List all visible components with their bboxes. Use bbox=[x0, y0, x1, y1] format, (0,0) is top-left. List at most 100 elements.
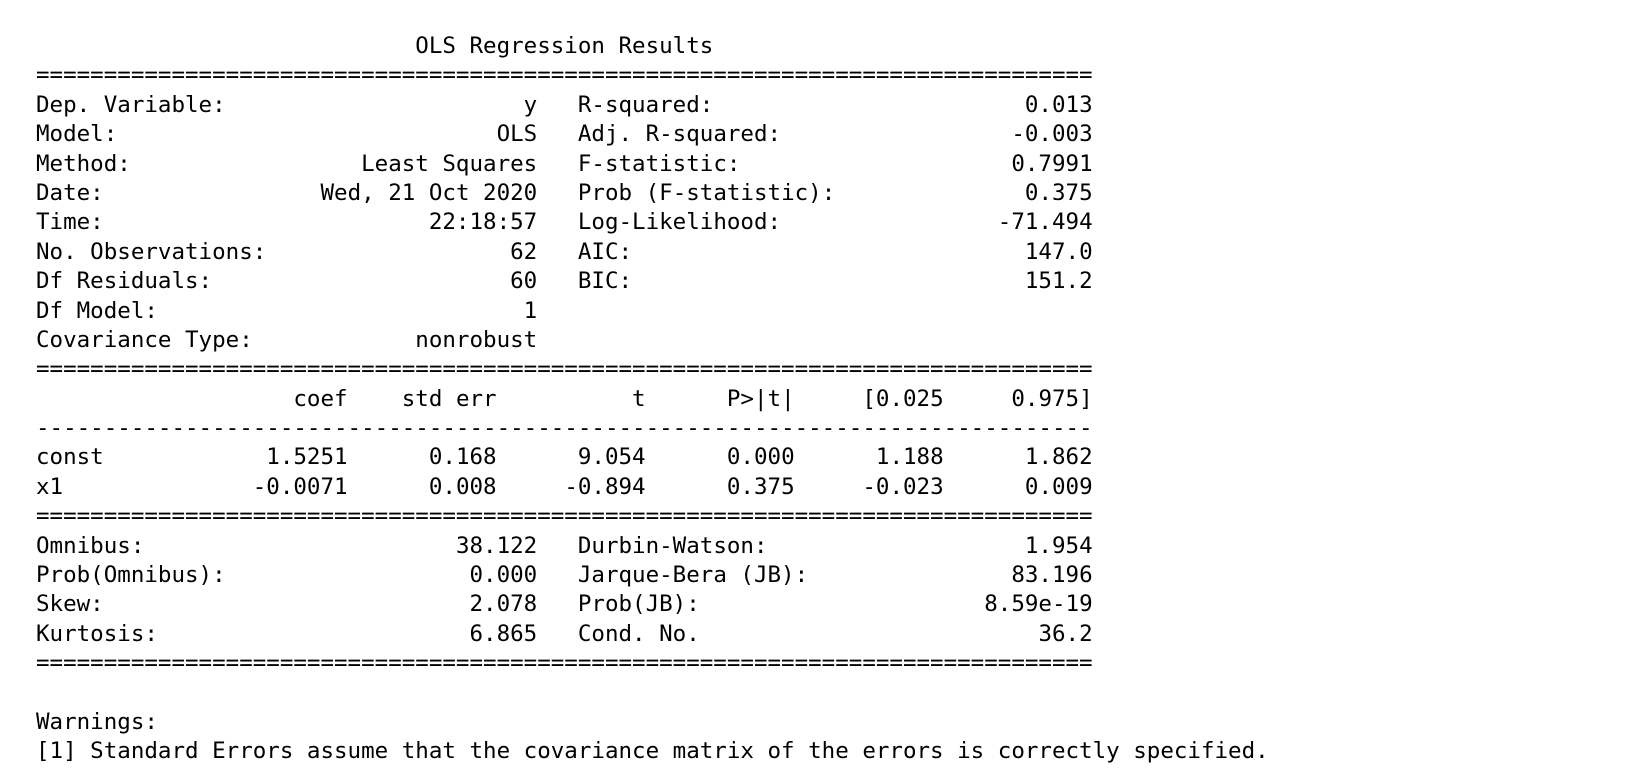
coef-row-value: 1.862 bbox=[943, 444, 1093, 471]
gap bbox=[537, 533, 578, 559]
coef-row-value: 0.000 bbox=[645, 444, 795, 471]
summary-left-value: nonrobust bbox=[415, 326, 538, 353]
coef-header-cell: coef bbox=[185, 385, 348, 412]
summary-row: Date: Wed, 21 Oct 2020 Prob (F-statistic… bbox=[36, 179, 1269, 208]
summary-right-value: 0.013 bbox=[1024, 91, 1093, 118]
coef-header-cell: std err bbox=[347, 385, 497, 412]
diagnostics-row: Omnibus: 38.122 Durbin-Watson: 1.954 bbox=[36, 532, 1269, 561]
coef-row-value: -0.894 bbox=[496, 473, 646, 500]
coef-row-value: 9.054 bbox=[496, 444, 646, 471]
summary-left-value: Least Squares bbox=[361, 150, 538, 177]
separator-double: ========================================… bbox=[36, 62, 1093, 89]
summary-right-label: Log-Likelihood: bbox=[577, 209, 998, 236]
coef-header-cell: 0.975] bbox=[943, 385, 1093, 412]
summary-row: Covariance Type: nonrobust bbox=[36, 326, 1269, 355]
summary-right-label: Adj. R-squared: bbox=[577, 121, 1012, 148]
diagnostics-right-value: 36.2 bbox=[1038, 620, 1093, 647]
summary-right-label: Prob (F-statistic): bbox=[577, 179, 1025, 206]
gap bbox=[537, 591, 578, 617]
coef-row-name: x1 bbox=[36, 473, 186, 500]
summary-left-label: Covariance Type: bbox=[36, 326, 416, 353]
separator-double: ========================================… bbox=[36, 650, 1093, 677]
coef-row-value: 0.375 bbox=[645, 473, 795, 500]
summary-row: Time: 22:18:57 Log-Likelihood: -71.494 bbox=[36, 208, 1269, 237]
summary-row: No. Observations: 62 AIC: 147.0 bbox=[36, 238, 1269, 267]
coef-row-name: const bbox=[36, 444, 186, 471]
diagnostics-left-label: Omnibus: bbox=[36, 532, 456, 559]
summary-right-value: -0.003 bbox=[1011, 121, 1093, 148]
warning-item: [1] Standard Errors assume that the cova… bbox=[36, 738, 1269, 765]
diagnostics-row: Prob(Omnibus): 0.000 Jarque-Bera (JB): 8… bbox=[36, 561, 1269, 590]
diagnostics-left-label: Prob(Omnibus): bbox=[36, 562, 470, 589]
diagnostics-right-value: 8.59e-19 bbox=[984, 591, 1093, 618]
coef-row-value: -0.0071 bbox=[185, 473, 348, 500]
coef-header-cell: P>|t| bbox=[645, 385, 795, 412]
gap bbox=[537, 239, 578, 265]
coef-header-cell bbox=[36, 386, 185, 412]
separator-single: ----------------------------------------… bbox=[36, 415, 1093, 442]
indent bbox=[36, 33, 415, 59]
summary-left-value: OLS bbox=[496, 121, 538, 148]
coef-row-value: 1.5251 bbox=[185, 444, 348, 471]
diagnostics-right-label: Jarque-Bera (JB): bbox=[577, 562, 1012, 589]
gap bbox=[537, 180, 578, 206]
diagnostics-left-label: Skew: bbox=[36, 591, 470, 618]
summary-right-value: 147.0 bbox=[1024, 238, 1093, 265]
diagnostics-left-value: 2.078 bbox=[469, 591, 538, 618]
coef-row-value: -0.023 bbox=[794, 473, 944, 500]
summary-left-value: Wed, 21 Oct 2020 bbox=[320, 179, 538, 206]
summary-left-value: 62 bbox=[510, 238, 538, 265]
gap bbox=[537, 151, 578, 177]
summary-right-value: 0.7991 bbox=[1011, 150, 1093, 177]
summary-row: Df Model: 1 bbox=[36, 297, 1269, 326]
summary-title: OLS Regression Results bbox=[415, 33, 714, 59]
gap bbox=[537, 209, 578, 235]
summary-left-label: Method: bbox=[36, 150, 362, 177]
summary-left-label: Model: bbox=[36, 121, 497, 148]
summary-left-value: 60 bbox=[510, 268, 538, 295]
summary-left-value: 22:18:57 bbox=[428, 209, 538, 236]
ols-regression-output: OLS Regression Results ==================… bbox=[36, 32, 1269, 767]
summary-title-line: OLS Regression Results bbox=[36, 32, 1269, 61]
summary-left-label: Df Model: bbox=[36, 297, 524, 324]
diagnostics-left-label: Kurtosis: bbox=[36, 620, 470, 647]
separator-double: ========================================… bbox=[36, 356, 1093, 383]
coef-table-row: x1 -0.0071 0.008 -0.894 0.375 -0.023 0.0… bbox=[36, 473, 1269, 502]
coef-row-value: 1.188 bbox=[794, 444, 944, 471]
diagnostics-left-value: 38.122 bbox=[455, 532, 538, 559]
coef-row-value: 0.008 bbox=[347, 473, 497, 500]
separator-double: ========================================… bbox=[36, 503, 1093, 530]
summary-right-label: AIC: bbox=[577, 238, 1025, 265]
gap bbox=[537, 92, 578, 118]
summary-right-label: BIC: bbox=[577, 268, 1025, 295]
summary-right-value: 0.375 bbox=[1024, 179, 1093, 206]
gap bbox=[537, 562, 578, 588]
gap bbox=[537, 268, 578, 294]
diagnostics-right-value: 83.196 bbox=[1011, 562, 1093, 589]
coef-row-value: 0.168 bbox=[347, 444, 497, 471]
diagnostics-row: Kurtosis: 6.865 Cond. No. 36.2 bbox=[36, 620, 1269, 649]
summary-left-value: 1 bbox=[523, 297, 538, 324]
summary-left-label: Df Residuals: bbox=[36, 268, 511, 295]
summary-row: Method: Least Squares F-statistic: 0.799… bbox=[36, 150, 1269, 179]
summary-right-value: -71.494 bbox=[997, 209, 1093, 236]
summary-right-value: 151.2 bbox=[1024, 268, 1093, 295]
diagnostics-right-label: Prob(JB): bbox=[577, 591, 985, 618]
summary-right-label: F-statistic: bbox=[577, 150, 1012, 177]
summary-left-label: No. Observations: bbox=[36, 238, 511, 265]
gap bbox=[537, 121, 578, 147]
summary-left-label: Date: bbox=[36, 179, 321, 206]
blank-line bbox=[36, 679, 1269, 708]
summary-row: Df Residuals: 60 BIC: 151.2 bbox=[36, 267, 1269, 296]
summary-row: Model: OLS Adj. R-squared: -0.003 bbox=[36, 120, 1269, 149]
diagnostics-row: Skew: 2.078 Prob(JB): 8.59e-19 bbox=[36, 590, 1269, 619]
summary-right-label: R-squared: bbox=[577, 91, 1025, 118]
coef-header-cell: [0.025 bbox=[794, 385, 944, 412]
diagnostics-right-value: 1.954 bbox=[1024, 532, 1093, 559]
warnings-heading: Warnings: bbox=[36, 708, 158, 735]
coef-row-value: 0.009 bbox=[943, 473, 1093, 500]
coef-table-row: const 1.5251 0.168 9.054 0.000 1.188 1.8… bbox=[36, 443, 1269, 472]
diagnostics-right-label: Durbin-Watson: bbox=[577, 532, 1025, 559]
diagnostics-right-label: Cond. No. bbox=[577, 620, 1039, 647]
diagnostics-left-value: 0.000 bbox=[469, 562, 538, 589]
